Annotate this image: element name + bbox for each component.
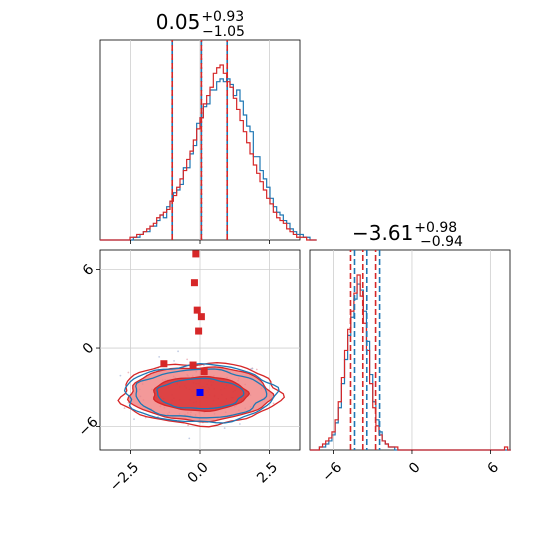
marginal-y-title-minus: −0.94 — [420, 234, 463, 250]
marginal-y-quantile-lines — [349, 250, 381, 450]
marginal-x-grid — [130, 40, 270, 240]
marginal-y-ticks: −6 0 6 — [319, 450, 502, 485]
joint-y-tick-label-2: −6 — [76, 414, 102, 440]
joint-red-marker-3 — [197, 313, 205, 321]
joint-sample-point — [127, 371, 130, 374]
marginal-y-histogram-series-1 — [310, 274, 511, 451]
joint-contour-red-mid — [126, 366, 275, 423]
marginal-y-title-plus: +0.98 — [414, 220, 457, 236]
joint-sample-point — [251, 367, 254, 370]
joint-x-tick-label-0: −2.5 — [107, 459, 142, 494]
joint-sample-point — [173, 360, 175, 362]
marginal-y-x-tick-label-2: 6 — [485, 459, 503, 477]
marginal-x-title-plus: +0.93 — [201, 9, 244, 25]
joint-y-tick-label-0: 6 — [80, 261, 98, 279]
joint-red-marker-5 — [160, 360, 168, 368]
joint-contour-red-outer — [117, 362, 286, 428]
joint-sample-point — [123, 407, 126, 410]
joint-sample-point — [177, 350, 179, 353]
joint-red-marker-4 — [195, 327, 203, 335]
joint-sample-point — [238, 423, 241, 425]
marginal-x-title: 0.05+0.93 — [156, 9, 244, 34]
marginal-y-x-tick-label-1: 0 — [406, 459, 424, 477]
joint-red-marker-6 — [189, 361, 197, 369]
joint-sample-point — [223, 427, 226, 430]
joint-sample-point — [255, 368, 258, 371]
marginal-x-histograms — [100, 64, 317, 241]
marginal-x-histogram-series-1 — [100, 64, 317, 241]
joint-x-tick-label-2: 2.5 — [254, 459, 281, 486]
joint-panel: −2.5 0.0 2.5 6 0 −6 — [76, 249, 301, 495]
marginal-x-quantile-lines — [171, 40, 229, 240]
joint-blue-marker — [196, 388, 204, 396]
marginal-y-panel: −6 0 6 −3.61+0.98 −0.94 — [309, 220, 511, 485]
joint-contour-blue-inner — [156, 377, 245, 410]
joint-contour-blue-outer — [123, 362, 280, 424]
marginal-x-panel: 0.05+0.93 −1.05 — [99, 9, 317, 244]
marginal-y-histograms — [310, 274, 511, 451]
joint-contour-red-inner — [153, 375, 251, 412]
joint-red-marker-7 — [200, 368, 208, 376]
joint-contour-blue-mid — [135, 368, 268, 419]
marginal-x-tick-marks — [130, 240, 270, 244]
joint-sample-point — [186, 358, 189, 361]
marginal-x-title-minus: −1.05 — [202, 24, 245, 40]
joint-sample-point — [158, 355, 161, 358]
marginal-x-title-value: 0.05 — [156, 10, 201, 34]
joint-red-marker-1 — [190, 279, 198, 287]
joint-sample-point — [272, 402, 275, 405]
joint-sample-point — [119, 374, 122, 377]
joint-sample-point — [187, 424, 190, 427]
marginal-y-axes-frame — [309, 249, 511, 451]
joint-sample-point — [133, 418, 135, 421]
marginal-y-title-value: −3.61 — [352, 221, 413, 245]
joint-red-marker-0 — [192, 250, 200, 258]
marginal-y-x-tick-label-0: −6 — [319, 459, 345, 485]
marginal-y-grid — [333, 250, 491, 450]
joint-markers — [160, 250, 208, 396]
joint-red-marker-2 — [193, 306, 201, 314]
joint-y-tick-label-1: 0 — [80, 340, 98, 358]
joint-x-tick-label-1: 0.0 — [185, 459, 212, 486]
joint-sample-point — [188, 437, 191, 440]
marginal-y-title: −3.61+0.98 — [352, 220, 457, 245]
joint-sample-point — [202, 364, 205, 367]
